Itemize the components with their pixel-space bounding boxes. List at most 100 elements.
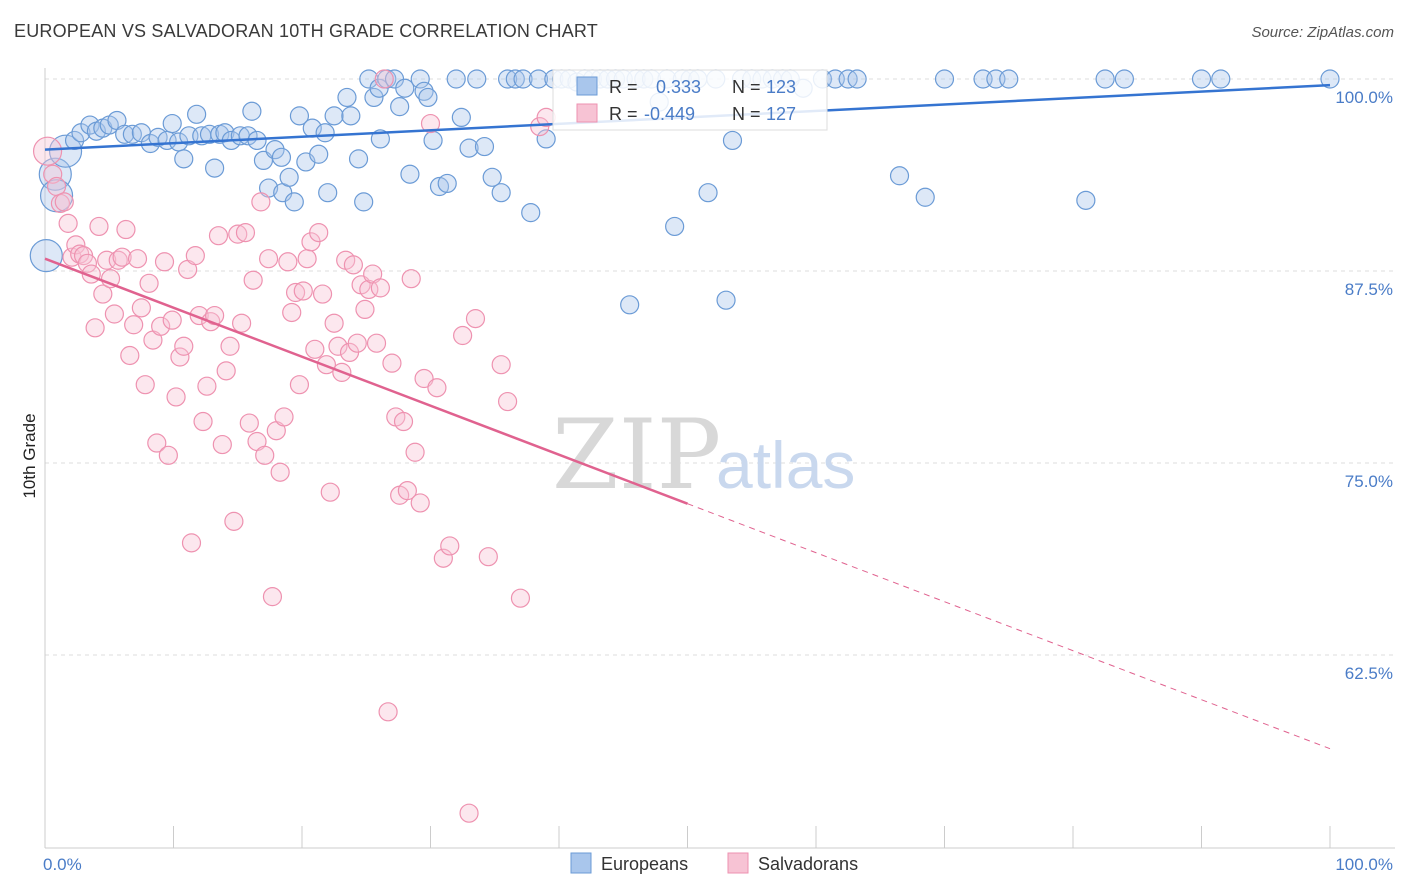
point-salvadoran — [243, 270, 263, 290]
stats-legend: R = 0.333 N = 123 R = -0.449 N = 127 — [552, 69, 828, 131]
point-salvadoran — [370, 278, 390, 298]
point-european — [934, 69, 955, 89]
point-salvadoran — [289, 375, 310, 395]
point-salvadoran — [93, 284, 113, 304]
point-salvadoran — [127, 249, 148, 269]
point-european — [429, 176, 450, 197]
point-salvadoran — [216, 361, 236, 381]
point-european — [467, 69, 487, 89]
point-european — [309, 144, 329, 164]
axes — [44, 68, 1395, 849]
point-salvadoran — [498, 391, 518, 412]
point-salvadoran — [131, 298, 151, 318]
point-salvadoran — [305, 339, 325, 359]
point-european — [279, 167, 299, 187]
point-european — [620, 295, 640, 315]
point-european — [341, 106, 361, 126]
y-axis-title: 10th Grade — [20, 413, 39, 498]
point-salvadoran — [97, 250, 117, 270]
point-salvadoran — [410, 493, 430, 513]
stats-n-label-blue: N = — [732, 77, 761, 97]
y-tick-labels: 62.5% 75.0% 87.5% 100.0% — [1335, 88, 1393, 683]
point-salvadoran — [104, 304, 124, 324]
point-salvadoran — [228, 224, 248, 244]
source-credit: Source: ZipAtlas.com — [1251, 24, 1394, 41]
point-european — [999, 69, 1019, 89]
point-european — [474, 136, 495, 157]
x-tick-labels: 0.0% 100.0% — [43, 855, 1393, 874]
point-salvadoran — [232, 313, 252, 333]
point-european — [665, 216, 685, 237]
point-european — [337, 87, 357, 108]
watermark-atlas: atlas — [716, 428, 855, 502]
point-european — [410, 69, 430, 89]
point-salvadoran — [397, 481, 417, 501]
legend-swatch-europeans — [570, 852, 592, 874]
legend-swatch-salvadorans — [727, 852, 749, 874]
y-tick-label: 62.5% — [1345, 664, 1393, 683]
point-salvadoran — [405, 442, 425, 462]
point-salvadoran — [401, 269, 421, 289]
stats-legend-frame — [552, 69, 828, 131]
trend-line-salvadorans — [44, 257, 688, 505]
point-european — [722, 130, 743, 151]
point-european — [451, 107, 471, 128]
point-salvadoran — [151, 316, 171, 336]
point-european — [498, 69, 518, 89]
point-salvadoran — [347, 333, 367, 353]
point-salvadoran — [510, 588, 531, 608]
point-salvadoran — [258, 249, 279, 269]
point-salvadoran — [374, 69, 394, 89]
stats-r-value-blue: 0.333 — [656, 77, 701, 97]
point-european — [370, 129, 390, 149]
stats-r-label-blue: R = — [609, 77, 638, 97]
point-salvadoran — [197, 376, 217, 396]
trend-line-salvadorans-extension — [687, 503, 1331, 750]
watermark: ZIP atlas — [552, 399, 855, 511]
point-european — [162, 113, 182, 134]
point-salvadoran — [185, 246, 205, 266]
point-european — [1114, 69, 1135, 89]
point-european — [1076, 190, 1096, 210]
point-salvadoran — [378, 702, 398, 722]
stats-n-value-pink: 127 — [766, 104, 796, 124]
point-salvadoran — [89, 216, 109, 237]
point-salvadoran — [282, 302, 302, 323]
point-salvadoran — [85, 318, 105, 338]
point-salvadoran — [251, 192, 271, 212]
point-salvadoran — [393, 411, 414, 432]
point-salvadoran — [309, 223, 329, 243]
point-salvadoran — [116, 219, 136, 240]
point-salvadoran — [193, 411, 213, 432]
point-european — [115, 124, 135, 144]
point-salvadoran — [112, 247, 132, 267]
point-salvadoran — [154, 252, 175, 272]
point-european — [284, 192, 304, 212]
point-salvadoran — [239, 413, 259, 433]
legend-label-europeans: Europeans — [601, 854, 688, 874]
stats-n-label-pink: N = — [732, 104, 761, 124]
point-european — [64, 130, 85, 151]
point-european — [1211, 69, 1231, 89]
point-european — [205, 158, 225, 178]
point-salvadoran — [32, 136, 63, 166]
point-salvadoran — [293, 281, 313, 301]
point-european — [446, 69, 466, 89]
stats-legend-swatch-pink — [576, 103, 598, 123]
point-salvadoran — [208, 226, 229, 246]
point-european — [437, 173, 457, 194]
point-salvadoran — [224, 511, 244, 531]
point-european — [491, 183, 511, 203]
point-salvadoran — [139, 273, 159, 293]
y-tick-label: 75.0% — [1345, 472, 1393, 491]
watermark-zip: ZIP — [552, 399, 721, 511]
point-european — [482, 167, 502, 187]
point-european — [318, 183, 338, 203]
stats-r-value-pink: -0.449 — [644, 104, 695, 124]
point-salvadoran — [459, 803, 479, 823]
point-salvadoran — [433, 548, 453, 568]
series-salvadorans — [32, 69, 556, 823]
point-salvadoran — [174, 336, 194, 356]
stats-legend-swatch-blue — [576, 76, 598, 96]
